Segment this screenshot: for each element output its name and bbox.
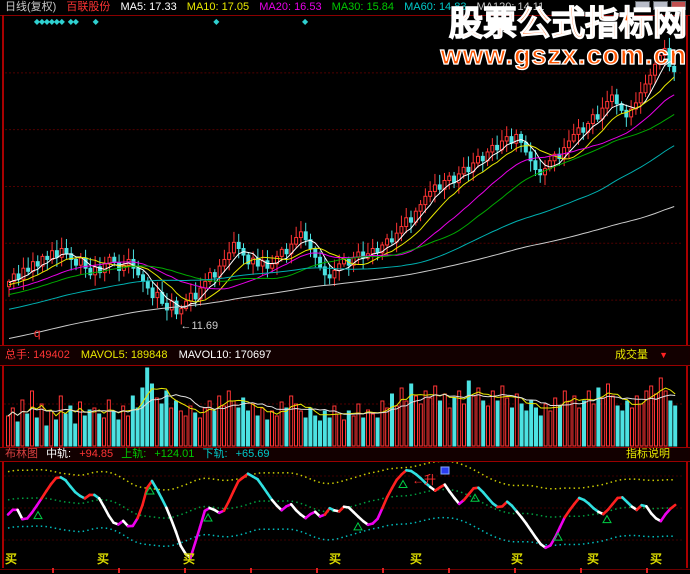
- lower-band-value: +65.69: [235, 448, 270, 460]
- svg-text:◆: ◆: [49, 17, 56, 26]
- svg-text:◆: ◆: [213, 17, 220, 26]
- svg-text:◆: ◆: [39, 17, 46, 26]
- svg-text:←11.69: ←11.69: [181, 320, 219, 332]
- svg-text:买: 买: [183, 552, 195, 566]
- time-axis-tick: [184, 568, 186, 573]
- svg-text:◆: ◆: [93, 17, 100, 26]
- svg-text:买: 买: [587, 552, 599, 566]
- mid-band-value: +94.85: [79, 448, 114, 460]
- time-axis-tick: [118, 568, 120, 573]
- close-button[interactable]: [671, 1, 686, 10]
- svg-text:买: 买: [650, 552, 662, 566]
- time-axis[interactable]: [0, 568, 690, 574]
- svg-text:q: q: [34, 326, 41, 340]
- indicator-header-bar: 布林图 中轨: +94.85 上轨: +124.01 下轨: +65.69 指标…: [0, 447, 690, 462]
- time-axis-tick: [382, 568, 384, 573]
- ma120-readout: MA120: 14.11: [476, 1, 545, 13]
- time-axis-line: [0, 569, 690, 570]
- svg-text:买: 买: [5, 552, 17, 566]
- chart-right-border: [686, 15, 688, 568]
- time-axis-tick: [646, 568, 648, 573]
- ma5-readout: MA5: 17.33: [120, 1, 177, 13]
- kline-chart[interactable]: ◆ ◆ ◆ ◆ ◆ ◆ ◆ ◆ ◆ ◆ ◆ q ←11.69: [0, 15, 690, 345]
- volume-pane-title[interactable]: 成交量: [615, 349, 649, 361]
- svg-text:←升: ←升: [412, 473, 436, 487]
- minimize-button[interactable]: [635, 1, 650, 10]
- time-axis-tick: [580, 568, 582, 573]
- maximize-button[interactable]: [653, 1, 668, 10]
- period-label[interactable]: 日线(复权): [5, 1, 57, 13]
- volume-total-readout: 总手: 149402: [5, 349, 70, 361]
- svg-text:◆: ◆: [34, 17, 41, 26]
- svg-text:买: 买: [329, 552, 341, 566]
- svg-text:买: 买: [97, 552, 109, 566]
- upper-band-value: +124.01: [154, 448, 195, 460]
- svg-text:◆: ◆: [68, 17, 75, 26]
- time-axis-tick: [250, 568, 252, 573]
- mavol10-readout: MAVOL10: 170697: [178, 349, 272, 361]
- indicator-help-link[interactable]: 指标说明: [626, 448, 670, 460]
- ma30-readout: MA30: 15.84: [331, 1, 395, 13]
- volume-header-bar: 总手: 149402 MAVOL5: 189848 MAVOL10: 17069…: [0, 345, 690, 366]
- svg-text:买: 买: [511, 552, 523, 566]
- mavol5-readout: MAVOL5: 189848: [80, 349, 168, 361]
- upper-band-label: 上轨:: [121, 448, 147, 460]
- indicator-chart-canvas: 买 买 买 买 买 买 买 买 ←升: [4, 462, 684, 566]
- dropdown-arrow-icon[interactable]: ▼: [659, 350, 668, 360]
- svg-text:◆: ◆: [54, 17, 61, 26]
- svg-text:◆: ◆: [73, 17, 80, 26]
- volume-chart-canvas: [4, 367, 684, 447]
- kline-header-bar: 日线(复权) 百联股份 MA5: 17.33 MA10: 17.05 MA20:…: [5, 0, 551, 15]
- svg-text:◆: ◆: [44, 17, 51, 26]
- mid-band-label: 中轨:: [46, 448, 72, 460]
- svg-text:◆: ◆: [302, 17, 309, 26]
- time-axis-tick: [448, 568, 450, 573]
- time-axis-tick: [52, 568, 54, 573]
- time-axis-tick: [514, 568, 516, 573]
- indicator-name[interactable]: 布林图: [5, 448, 38, 460]
- svg-text:买: 买: [410, 552, 422, 566]
- ma20-readout: MA20: 16.53: [259, 1, 322, 13]
- volume-chart[interactable]: [0, 366, 690, 447]
- svg-text:◆: ◆: [59, 17, 66, 26]
- stock-name-label[interactable]: 百联股份: [66, 1, 111, 13]
- window-controls: [635, 1, 686, 10]
- ma10-readout: MA10: 17.05: [186, 1, 250, 13]
- lower-band-label: 下轨:: [202, 448, 228, 460]
- kline-chart-canvas: ◆◆◆◆◆◆ ◆◆ ◆ ◆ ◆q ←11.69: [5, 17, 683, 340]
- chart-left-border: [2, 15, 4, 568]
- ma60-readout: MA60: 14.83: [404, 1, 467, 13]
- time-axis-tick: [316, 568, 318, 573]
- indicator-chart[interactable]: 买 买 买 买 买 买 买 买 ←升: [0, 462, 690, 568]
